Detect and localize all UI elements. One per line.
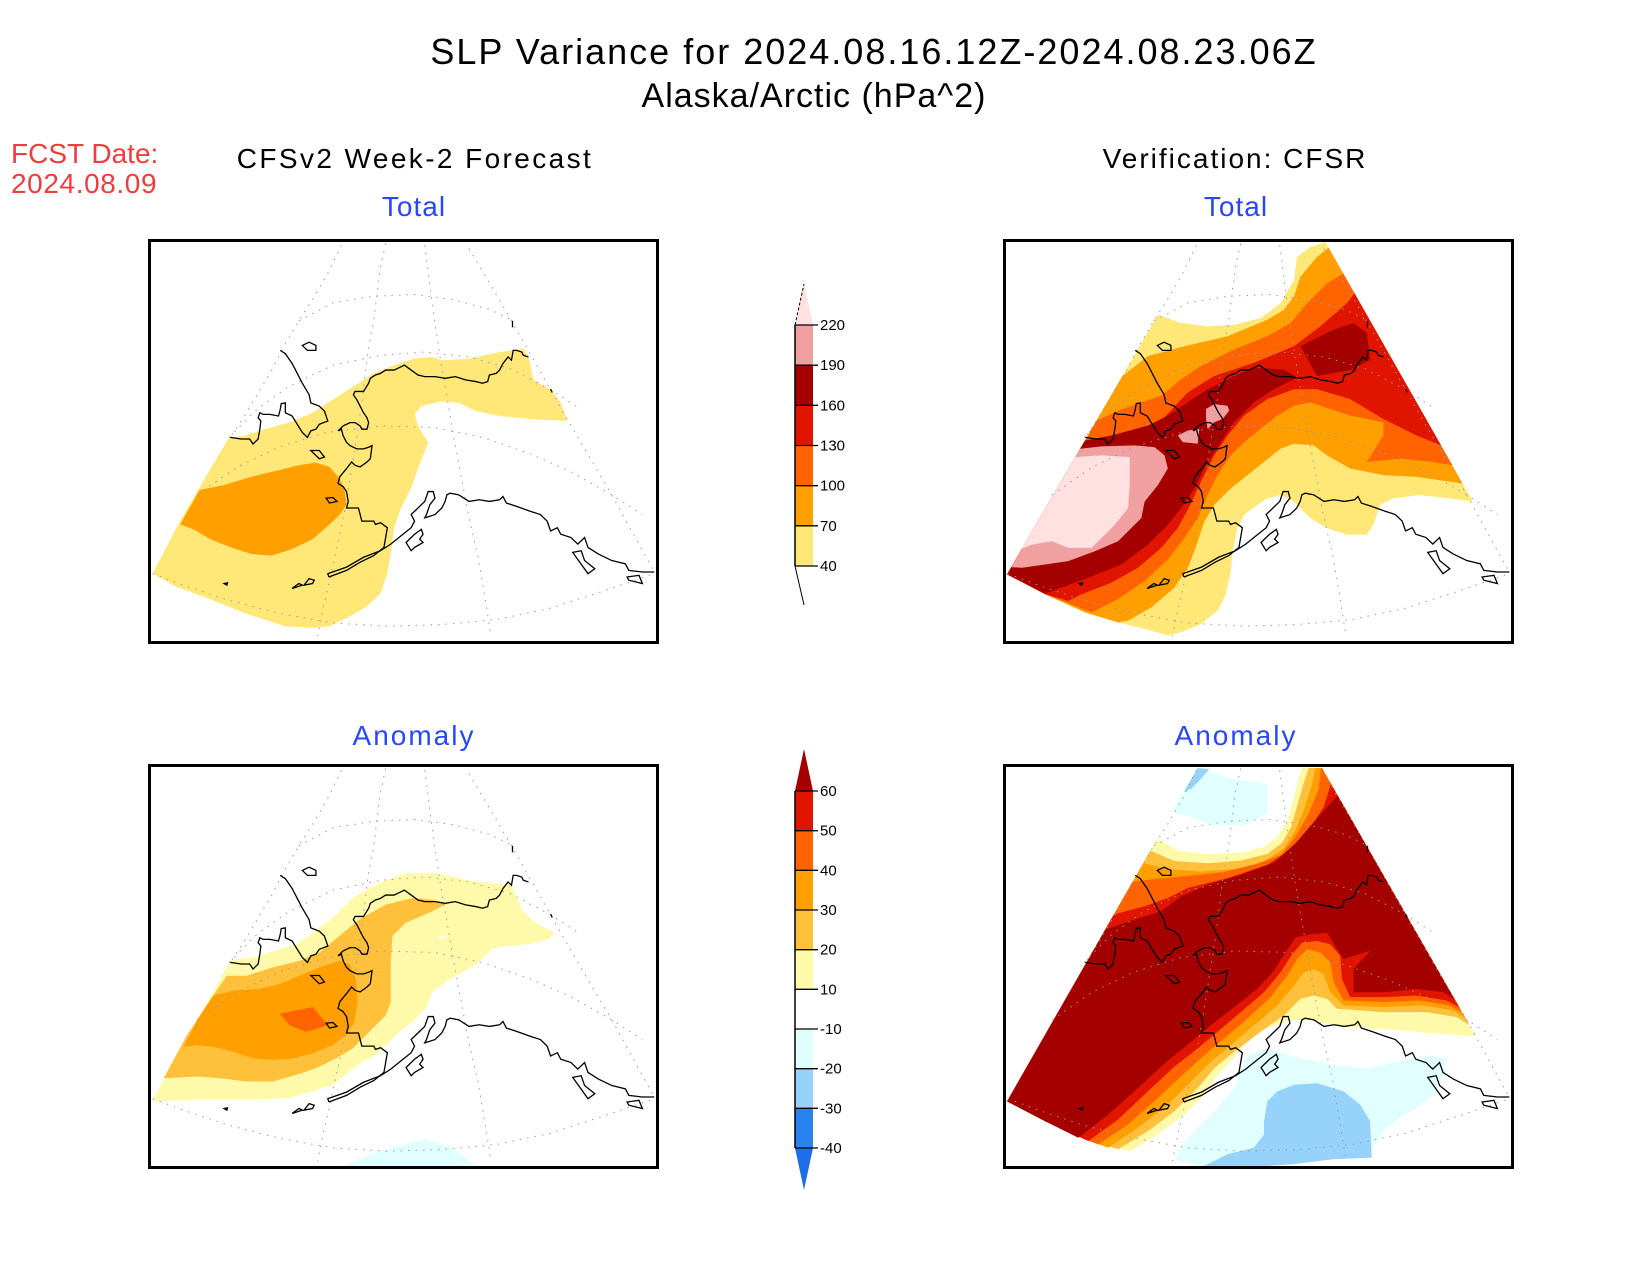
forecast-date-label: FCST Date: [11,138,159,169]
colorbar-block [795,910,813,950]
colorbar-label: -40 [820,1140,842,1157]
colorbar-label: 70 [820,518,837,535]
colorbar-label: 50 [820,823,837,840]
contour-fill-190-220 [1205,404,1230,429]
contour-fill-neg30-neg20 [1203,1083,1372,1166]
colorbar-block [795,485,813,527]
contour-fill-neg20-neg10 [342,1139,474,1166]
colorbar-label: 30 [820,902,837,919]
colorbar-label: 160 [820,397,845,414]
colorbar-label: 130 [820,438,845,455]
map-forecast-total [152,243,655,637]
colorbar-label: 60 [820,783,837,800]
colorbar-block [795,1068,813,1109]
colorbar-anomaly: -40 -30 -20 -10 10 20 30 40 50 60 [794,749,842,1190]
contour-fill-neg20-neg10 [1172,768,1268,826]
colorbar-block [795,949,813,990]
panel-title-forecast-total: Total [381,191,447,222]
panel-title-verification-total: Total [1203,191,1269,222]
colorbar-label: 100 [820,478,845,495]
contour-fill-70-100 [180,462,347,556]
colorbar-block [795,325,813,366]
map-panel-forecast-anomaly [148,764,659,1169]
colorbar-block [795,445,813,486]
colorbar-label: 40 [820,862,837,879]
panel-title-forecast-anomaly: Anomaly [352,720,476,751]
colorbar-triangle-edge [794,565,805,606]
contour-fill-30-40 [183,960,358,1061]
panel-title-verification-anomaly: Anomaly [1174,720,1298,751]
colorbar-label: -30 [820,1100,842,1117]
map-panel-verification-total [1003,239,1514,644]
colorbar-block [795,791,813,831]
colorbar-triangle-edge [794,283,805,326]
contour-fill-190-220 [1177,428,1200,444]
colorbar-label: 220 [820,317,845,334]
contour-fill-40-50 [279,1007,328,1032]
contour-fill-neutral [438,935,448,939]
colorbar-over-triangle [795,284,813,325]
colorbar-block [795,1108,813,1149]
map-panel-verification-anomaly [1003,764,1514,1169]
colorbar-block [795,870,813,911]
colorbar-block [795,405,813,446]
column-title-forecast: CFSv2 Week-2 Forecast [236,143,594,174]
column-title-verification: Verification: CFSR [1102,143,1368,174]
colorbar-over-triangle [795,749,813,791]
colorbar-under-triangle [795,566,813,605]
colorbar-label: 10 [820,981,837,998]
colorbar-block [795,830,813,871]
figure-subtitle: Alaska/Arctic (hPa^2) [641,77,987,115]
map-panel-forecast-total [148,239,659,644]
colorbar-label: -10 [820,1021,842,1038]
contour-fill-neg30-neg20 [1183,768,1210,793]
forecast-date-value: 2024.08.09 [11,168,158,199]
contour-fill-40-70 [152,348,568,628]
colorbar-block [795,989,813,1030]
colorbar-label: -20 [820,1061,842,1078]
contour-fill-above-220 [1021,455,1130,549]
colorbar-label: 190 [820,357,845,374]
map-verification-anomaly [1007,768,1510,1166]
colorbar-block [795,365,813,406]
colorbar-total: 40 70 100 130 160 190 220 [794,283,845,606]
contour-fill-above-60 [1007,795,1455,1138]
map-verification-total [1007,242,1510,637]
colorbar-label: 40 [820,558,837,575]
figure-title: SLP Variance for 2024.08.16.12Z-2024.08.… [430,31,1318,72]
colorbar-block [795,1029,813,1069]
map-forecast-anomaly [152,768,655,1166]
contour-fill-160-190 [1300,323,1371,376]
colorbar-block [795,525,813,567]
colorbar-label: 20 [820,942,837,959]
colorbar-under-triangle [795,1148,813,1190]
